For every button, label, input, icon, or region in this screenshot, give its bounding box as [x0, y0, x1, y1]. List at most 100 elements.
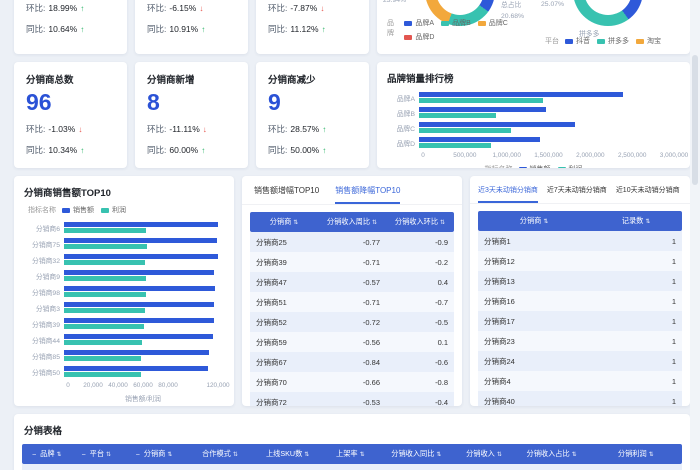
- column-header-分销收入占比[interactable]: 分销收入占比 ⇅: [513, 444, 590, 464]
- cell: 分销商72: [250, 392, 318, 406]
- collapse-icon[interactable]: −: [31, 449, 37, 459]
- legend-item-拼多多[interactable]: 拼多多: [597, 36, 629, 46]
- tab-bar: 销售额增幅TOP10 销售额降幅TOP10: [242, 176, 462, 205]
- column-header-品牌[interactable]: − 品牌 ⇅: [22, 444, 72, 464]
- column-header-记录数[interactable]: 记录数 ⇅: [590, 211, 682, 231]
- legend-swatch-icon: [101, 207, 109, 213]
- column-header-分销收入同比[interactable]: 分销收入同比 ⇅: [378, 444, 455, 464]
- column-header-分销收入[interactable]: 分销收入 ⇅: [454, 444, 514, 464]
- huanbi-value: -11.11%: [169, 124, 200, 134]
- bar-group-分销商75: 分销商75: [22, 238, 218, 249]
- trend-arrow-icon: ↓: [320, 3, 325, 13]
- column-header-分销利润[interactable]: 分销利润 ⇅: [589, 444, 682, 464]
- cell: 一件代销: [187, 464, 253, 470]
- sort-icon[interactable]: ⇅: [106, 451, 112, 458]
- legend-swatch-icon: [518, 166, 527, 168]
- trend-arrow-icon: ↓: [78, 124, 83, 134]
- no-sales-table: 分销商 ⇅ 记录数 ⇅ 分销商1 1 分销商12 1 分销商13 1 分销商16 1 分销商17 1 分销商…: [470, 204, 690, 406]
- legend-swatch-icon: [404, 20, 413, 26]
- collapse-icon[interactable]: −: [135, 449, 140, 459]
- sort-icon[interactable]: ⇅: [648, 451, 654, 458]
- platform-share-donut-chart[interactable]: [573, 0, 643, 26]
- tongbi-value: 60.00%: [169, 145, 199, 155]
- platform-donut-label: 25.07%: [541, 1, 565, 8]
- column-header-分销收入环比[interactable]: 分销收入环比 ⇅: [386, 212, 454, 232]
- legend-item-销售额[interactable]: 销售额: [62, 205, 94, 215]
- column-header-分销商[interactable]: − 分销商 ⇅: [121, 444, 187, 464]
- column-label: 记录数: [621, 216, 644, 225]
- tongbi-label: 同比:: [147, 145, 167, 155]
- table-row: 分销商59 -0.56 0.1: [250, 332, 454, 352]
- sort-icon[interactable]: ⇅: [440, 219, 446, 226]
- legend-item-品牌B[interactable]: 品牌B: [441, 18, 471, 28]
- legend-title: 指标名称: [28, 207, 56, 214]
- sort-icon[interactable]: ⇅: [293, 219, 299, 226]
- tab-近7天未动销分销商[interactable]: 近7天未动销分销商: [546, 187, 607, 194]
- tab-销售额降幅TOP10[interactable]: 销售额降幅TOP10: [335, 185, 401, 204]
- callout-text: 总占比: [501, 2, 522, 9]
- cell: -0.72: [318, 312, 386, 332]
- sort-icon[interactable]: ⇅: [372, 219, 378, 226]
- bar-销售额: [419, 92, 623, 97]
- tab-bar: 近3天未动销分销商 近7天未动销分销商 近10天未动销分销商: [470, 176, 690, 204]
- brand-ranking-bar-chart: 品牌A 品牌B 品牌C 品牌D: [377, 90, 690, 148]
- column-label: 上线SKU数: [265, 449, 303, 458]
- legend-item-利润[interactable]: 利润: [557, 164, 583, 168]
- bar-销售额: [64, 238, 217, 243]
- tab-近3天未动销分销商[interactable]: 近3天未动销分销商: [478, 185, 538, 203]
- sort-icon[interactable]: ⇅: [543, 218, 549, 225]
- cell: -0.77: [318, 232, 386, 252]
- cell: -0.7: [386, 292, 454, 312]
- sort-icon[interactable]: ⇅: [436, 451, 442, 458]
- column-header-上架率[interactable]: 上架率 ⇅: [322, 444, 379, 464]
- huanbi-value: 28.57%: [290, 124, 320, 134]
- page-scrollbar[interactable]: [690, 0, 700, 470]
- tab-销售额增幅TOP10[interactable]: 销售额增幅TOP10: [254, 186, 320, 195]
- collapse-icon[interactable]: −: [81, 449, 86, 459]
- bar-group-分销商50: 分销商50: [22, 366, 218, 377]
- legend-item-抖音[interactable]: 抖音: [565, 36, 590, 46]
- table-row: 分销商51 -0.71 -0.7: [250, 292, 454, 312]
- column-header-上线SKU数[interactable]: 上线SKU数 ⇅: [253, 444, 323, 464]
- sort-icon[interactable]: ⇅: [56, 451, 62, 458]
- column-header-分销收入周比[interactable]: 分销收入周比 ⇅: [318, 212, 386, 232]
- bar-销售额: [419, 122, 575, 127]
- legend-item-品牌D[interactable]: 品牌D: [404, 32, 434, 42]
- sort-icon[interactable]: ⇅: [232, 451, 238, 458]
- legend-item-利润[interactable]: 利润: [101, 205, 126, 215]
- scrollbar-thumb[interactable]: [692, 55, 698, 185]
- sort-icon[interactable]: ⇅: [571, 451, 577, 458]
- column-header-合作模式[interactable]: 合作模式 ⇅: [187, 444, 253, 464]
- column-label: 分销收入周比: [326, 217, 371, 226]
- column-header-分销商[interactable]: 分销商 ⇅: [250, 212, 318, 232]
- kpi-card-new: 分销商新增 8 环比: -11.11% ↓ 同比: 60.00% ↑: [135, 62, 248, 168]
- sort-icon[interactable]: ⇅: [645, 218, 651, 225]
- kpi-title: 分销商减少: [268, 75, 316, 86]
- legend-item-淘宝[interactable]: 淘宝: [636, 36, 661, 46]
- huanbi-label: 环比:: [268, 124, 288, 134]
- tab-近10天未动销分销商[interactable]: 近10天未动销分销商: [615, 187, 680, 194]
- cell: 0.45%: [513, 464, 590, 470]
- column-header-平台[interactable]: − 平台 ⇅: [71, 444, 121, 464]
- legend-item-品牌C[interactable]: 品牌C: [477, 18, 508, 28]
- share-donuts-card: 23.94% 总占比 20.68% 品牌 品牌A 品牌B 品牌C 品牌D 25.07%…: [377, 0, 690, 54]
- column-label: 分销收入同比: [391, 449, 435, 458]
- column-header-分销商[interactable]: 分销商 ⇅: [478, 211, 591, 231]
- sort-icon[interactable]: ⇅: [167, 451, 173, 458]
- cell: 0.1: [386, 332, 454, 352]
- bar-利润: [419, 143, 492, 148]
- cell: 1: [590, 271, 682, 291]
- category-label: 分销商44: [32, 337, 60, 345]
- cell: 1: [590, 291, 682, 311]
- bar-利润: [419, 113, 496, 118]
- category-label: 品牌C: [396, 125, 415, 133]
- column-label: 分销收入: [466, 449, 495, 458]
- legend-item-销售额[interactable]: 销售额: [518, 164, 551, 168]
- sort-icon[interactable]: ⇅: [359, 451, 365, 458]
- sort-icon[interactable]: ⇅: [304, 451, 310, 458]
- cell: 19: [253, 464, 323, 470]
- legend-item-品牌A[interactable]: 品牌A: [404, 18, 434, 28]
- brand-donut-label: 23.94%: [383, 0, 407, 4]
- sort-icon[interactable]: ⇅: [496, 451, 502, 458]
- kpi-value: 9: [268, 89, 281, 115]
